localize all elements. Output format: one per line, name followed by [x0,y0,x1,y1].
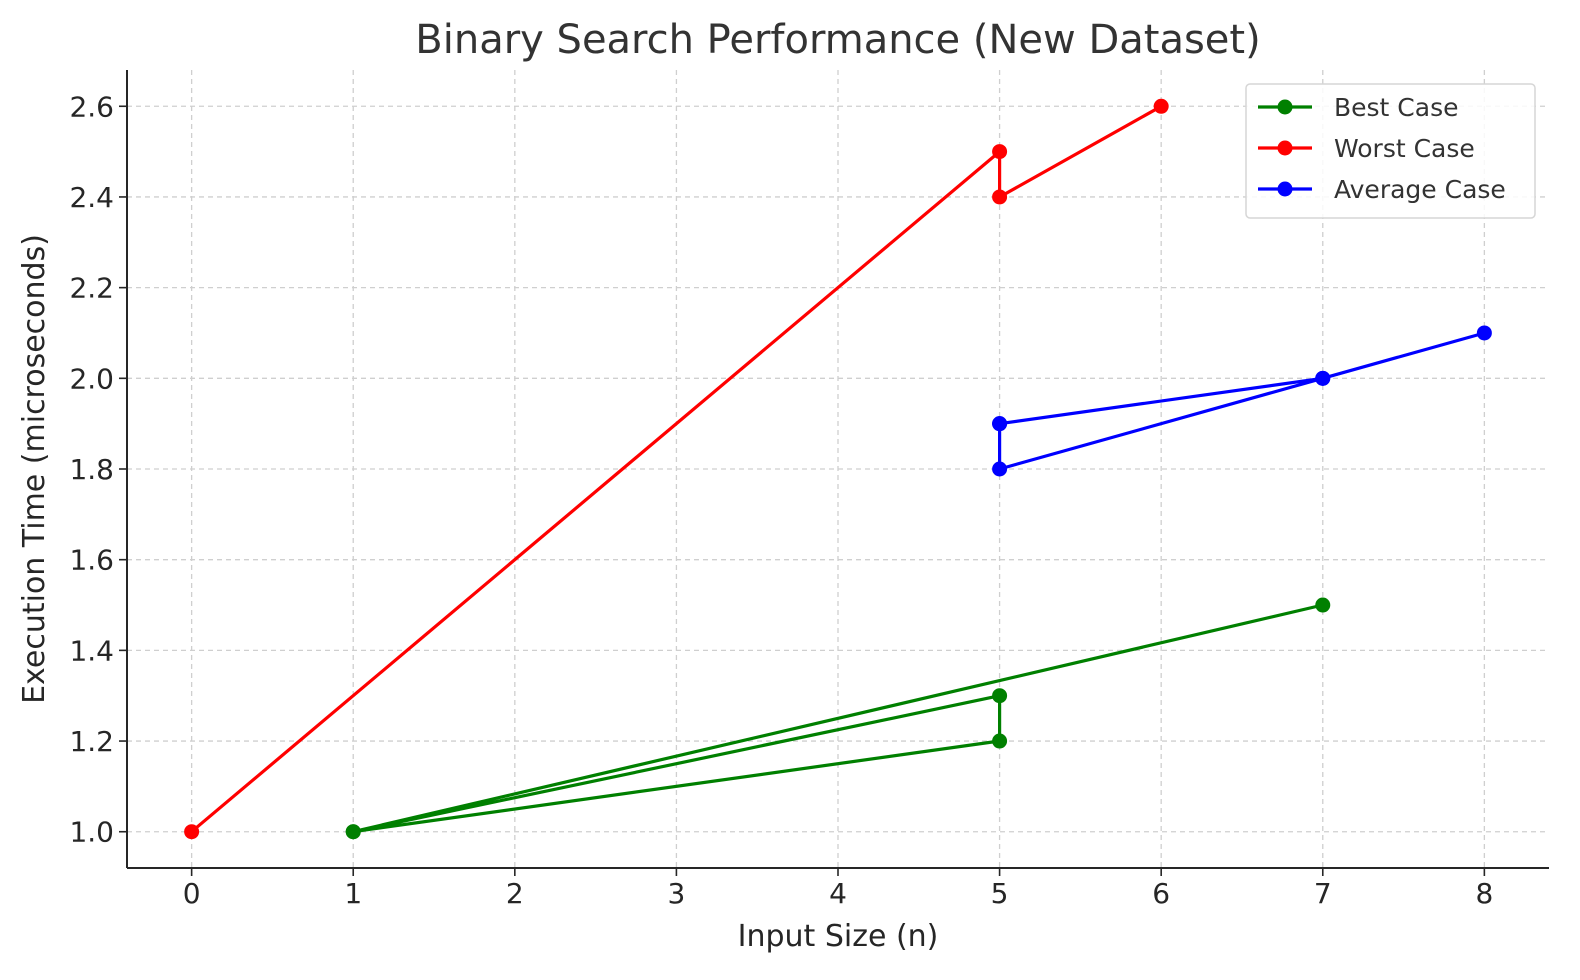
y-tick-label: 2.4 [69,181,114,214]
x-tick-label: 8 [1475,877,1493,910]
series-worst-case [184,98,1169,840]
data-point-average-case [992,461,1008,477]
data-point-worst-case [992,144,1008,160]
series-line-worst-case [190,104,1163,834]
x-tick-label: 5 [991,877,1009,910]
data-point-best-case [992,733,1008,749]
data-point-average-case [992,416,1008,432]
series-best-case [345,597,1331,840]
legend-box [1245,83,1536,219]
chart-title: Binary Search Performance (New Dataset) [415,17,1260,63]
x-tick-label: 6 [1152,877,1170,910]
legend: Best Case Worst Case Average Case [1245,83,1536,219]
x-tick-label: 3 [667,877,685,910]
data-point-best-case [345,824,361,840]
data-point-worst-case [992,189,1008,205]
data-point-worst-case [1153,98,1169,114]
data-point-best-case [992,688,1008,704]
data-point-average-case [1315,370,1331,386]
series-layer [184,98,1492,840]
legend-label: Best Case [1334,93,1459,122]
legend-item-worst-case: Worst Case [1258,134,1475,163]
legend-marker [1277,140,1293,156]
y-tick-label: 2.6 [69,90,114,123]
x-tick-label: 1 [344,877,362,910]
legend-item-average-case: Average Case [1258,175,1506,204]
legend-label: Worst Case [1334,134,1475,163]
data-point-average-case [1476,325,1492,341]
x-tick-label: 2 [506,877,524,910]
legend-marker [1277,181,1293,197]
data-point-worst-case [184,824,200,840]
x-tick-label: 4 [829,877,847,910]
y-tick-label: 2.0 [69,362,114,395]
x-tick-label: 0 [183,877,201,910]
y-tick-label: 1.4 [69,634,114,667]
legend-marker [1277,99,1293,115]
y-axis-label: Execution Time (microseconds) [17,234,52,704]
ticks-layer: 0 1 2 3 4 5 6 7 8 1.0 1.2 1.4 1.6 1.8 2.0 2.2 2.4 2.6 [69,90,1493,910]
y-tick-label: 2.2 [69,272,114,305]
data-point-best-case [1315,597,1331,613]
x-tick-label: 7 [1314,877,1332,910]
y-tick-label: 1.8 [69,453,114,486]
y-tick-label: 1.2 [69,725,114,758]
x-axis-label: Input Size (n) [738,919,939,954]
y-tick-label: 1.6 [69,544,114,577]
series-average-case [992,325,1492,477]
legend-label: Average Case [1334,175,1506,204]
legend-item-best-case: Best Case [1258,93,1459,122]
y-tick-label: 1.0 [69,816,114,849]
series-line-average-case [997,331,1487,471]
